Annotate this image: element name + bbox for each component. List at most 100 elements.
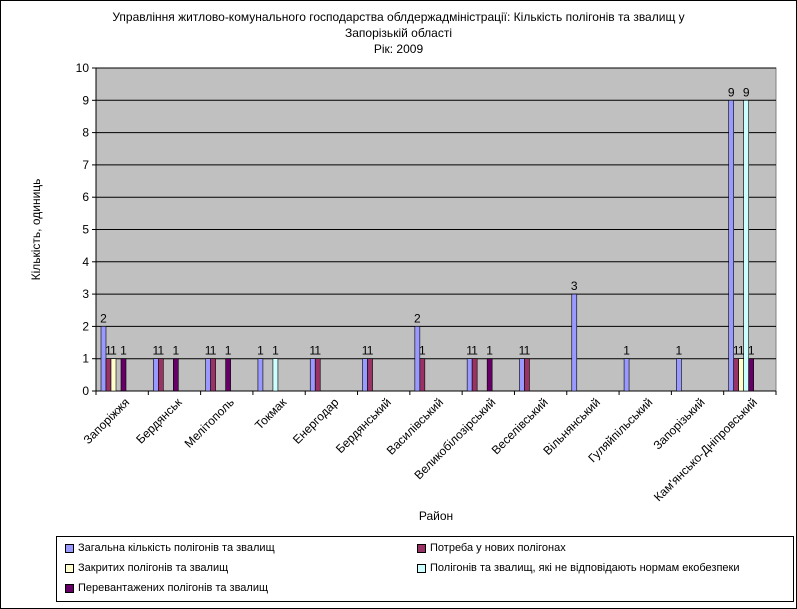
legend-swatch <box>65 583 74 593</box>
chart-title-line-2: Запорізькій області <box>345 26 452 40</box>
data-label: 1 <box>748 344 755 358</box>
bar <box>733 358 739 392</box>
data-label: 1 <box>157 344 164 358</box>
bar <box>466 358 473 392</box>
data-label: 9 <box>728 85 735 99</box>
data-label: 1 <box>314 344 321 358</box>
bar <box>314 358 321 392</box>
bar <box>110 358 117 392</box>
x-tick-label: Токмак <box>252 395 290 433</box>
bar <box>173 358 179 392</box>
legend-swatch <box>417 543 426 553</box>
bar <box>623 358 630 392</box>
data-label: 1 <box>486 344 493 358</box>
x-tick-label: Енергодар <box>290 395 342 447</box>
bar <box>210 358 216 392</box>
x-tick-label: Бердянськ <box>133 395 185 447</box>
data-label: 3 <box>571 279 578 293</box>
data-label: 1 <box>471 344 478 358</box>
bar <box>367 358 373 392</box>
data-label: 1 <box>419 344 426 358</box>
chart-title-line-3: Рік: 2009 <box>373 42 424 56</box>
bar <box>748 358 754 392</box>
legend-label: Загальна кількість полігонів та звалищ <box>78 542 275 554</box>
data-label: 1 <box>367 344 374 358</box>
data-label: 1 <box>519 344 526 358</box>
data-label: 2 <box>100 311 107 325</box>
bar <box>153 358 159 392</box>
bar <box>519 358 525 392</box>
data-label: 1 <box>172 344 179 358</box>
legend-label: Перевантажених полігонів та звалищ <box>78 582 269 594</box>
x-tick-label: Мелітополь <box>182 395 237 450</box>
bar <box>309 358 316 392</box>
x-axis-title: Район <box>419 509 453 523</box>
data-label: 1 <box>105 344 112 358</box>
y-tick-label: 5 <box>82 223 89 237</box>
legend-label: Закритих полігонів та звалищ <box>78 562 229 574</box>
legend-swatch <box>65 563 74 573</box>
legend-item: Потреба у нових полігонах <box>417 542 566 554</box>
x-tick-label: Запоріжжя <box>81 395 133 447</box>
bar <box>471 358 478 392</box>
bar <box>272 358 279 392</box>
data-label: 1 <box>225 344 232 358</box>
data-label: 1 <box>272 344 279 358</box>
bar <box>571 293 578 392</box>
bar <box>524 358 530 392</box>
x-tick-label: Кам'янсько-Дніпровський <box>651 395 760 504</box>
data-label: 1 <box>120 344 127 358</box>
y-tick-label: 3 <box>82 287 89 301</box>
bar <box>676 358 682 392</box>
legend-label: Потреба у нових полігонах <box>430 542 566 554</box>
bar <box>414 326 421 392</box>
legend-label: Полігонів та звалищ, які не відповідають… <box>430 562 740 574</box>
legend-item: Закритих полігонів та звалищ <box>65 562 228 574</box>
bar <box>158 358 164 392</box>
data-label: 2 <box>414 311 421 325</box>
bar <box>205 358 211 392</box>
y-tick-label: 1 <box>82 352 89 366</box>
chart-title-line-1: Управління житлово-комунального господар… <box>112 10 685 24</box>
data-label: 9 <box>743 85 750 99</box>
bar <box>105 358 112 392</box>
y-tick-label: 4 <box>82 255 89 269</box>
bar <box>738 358 744 392</box>
legend-item: Загальна кількість полігонів та звалищ <box>65 542 275 554</box>
bar <box>225 358 231 392</box>
bar <box>100 326 107 392</box>
data-label: 1 <box>152 344 159 358</box>
y-tick-label: 8 <box>82 126 89 140</box>
legend-item: Полігонів та звалищ, які не відповідають… <box>417 562 740 574</box>
data-label: 1 <box>309 344 316 358</box>
y-axis-title: Кількість, одиниць <box>29 179 43 281</box>
y-tick-label: 0 <box>82 384 89 398</box>
y-tick-label: 2 <box>82 319 89 333</box>
legend-swatch <box>417 563 426 573</box>
data-label: 1 <box>738 344 745 358</box>
x-tick-label: Запорізький <box>650 395 707 452</box>
y-tick-label: 9 <box>82 93 89 107</box>
data-label: 1 <box>623 344 630 358</box>
data-label: 1 <box>676 344 683 358</box>
bar <box>743 100 749 392</box>
data-label: 1 <box>110 344 117 358</box>
bar <box>486 358 493 392</box>
y-tick-label: 10 <box>76 61 90 75</box>
bar <box>120 358 127 392</box>
data-label: 1 <box>733 344 740 358</box>
data-label: 1 <box>205 344 212 358</box>
bar <box>362 358 368 392</box>
legend-item: Перевантажених полігонів та звалищ <box>65 582 268 594</box>
legend-swatch <box>65 543 74 553</box>
chart-legend: Загальна кількість полігонів та звалищ По… <box>56 536 794 602</box>
y-tick-label: 7 <box>82 158 89 172</box>
data-label: 1 <box>524 344 531 358</box>
bar <box>728 100 734 392</box>
data-label: 1 <box>257 344 264 358</box>
data-label: 1 <box>466 344 473 358</box>
data-label: 1 <box>362 344 369 358</box>
data-label: 1 <box>210 344 217 358</box>
bar <box>419 358 426 392</box>
